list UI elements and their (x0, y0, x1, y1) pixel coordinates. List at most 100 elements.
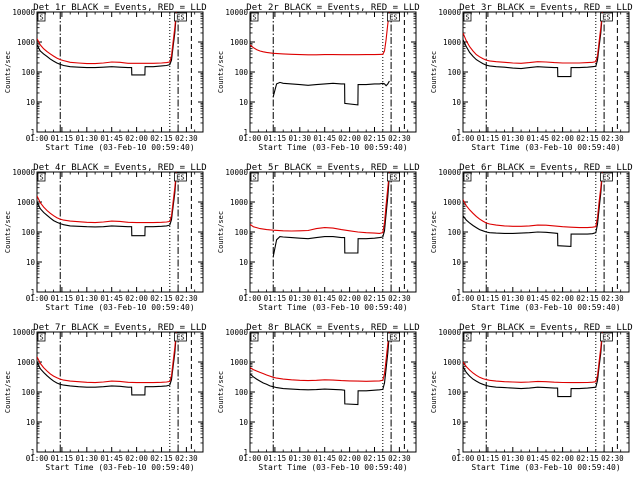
x-tick-label: 02:15 (150, 454, 173, 463)
series-line-lld (463, 332, 603, 384)
marker-es-label: ES (602, 334, 610, 342)
x-tick-label: 01:45 (526, 134, 549, 143)
marker-s-label: S (39, 334, 43, 342)
y-tick-label: 100 (21, 68, 35, 77)
chart-panel-6: Det 6r BLACK = Events, RED = LLD 1 10 100 10… (430, 163, 633, 312)
x-tick-label: 01:30 (289, 294, 312, 303)
y-tick-label: 1 (243, 288, 248, 297)
x-tick-label: 01:15 (264, 294, 287, 303)
chart-title: Det 1r BLACK = Events, RED = LLD (33, 3, 206, 13)
series-line-lld (250, 12, 390, 56)
x-tick-label: 02:15 (576, 294, 599, 303)
y-tick-label: 10 (452, 98, 462, 107)
x-tick-label: 02:00 (125, 294, 148, 303)
y-tick-label: 10000 (12, 168, 35, 177)
marker-es-box (387, 172, 400, 182)
chart-title: Det 2r BLACK = Events, RED = LLD (246, 3, 419, 13)
chart-title: Det 6r BLACK = Events, RED = LLD (459, 163, 632, 173)
x-tick-label: 01:45 (100, 454, 123, 463)
x-tick-label: 02:00 (338, 134, 361, 143)
marker-s-label: S (465, 334, 469, 342)
marker-s-box (250, 12, 259, 22)
series-line-lld (250, 172, 390, 234)
x-tick-label: 01:00 (452, 294, 475, 303)
y-tick-label: 10 (452, 258, 462, 267)
y-tick-label: 1 (456, 128, 461, 137)
y-tick-label: 10 (26, 258, 36, 267)
x-tick-label: 01:00 (239, 294, 262, 303)
series-line-events (463, 333, 603, 398)
marker-s-box (463, 332, 472, 342)
marker-s-label: S (39, 174, 43, 182)
y-tick-label: 1000 (443, 198, 462, 207)
series-line-lld (37, 172, 177, 224)
series-line-events (37, 173, 177, 237)
chart-panel-8: Det 8r BLACK = Events, RED = LLD 1 10 100 10… (217, 323, 420, 472)
x-tick-label: 01:15 (477, 294, 500, 303)
series-line-lld (37, 332, 177, 384)
chart-panel-1: Det 1r BLACK = Events, RED = LLD 1 10 100 10… (4, 3, 207, 152)
chart-panel-3: Det 3r BLACK = Events, RED = LLD 1 10 100 10… (430, 3, 633, 152)
marker-es-box (600, 172, 613, 182)
x-tick-label: 01:15 (477, 454, 500, 463)
marker-es-box (174, 172, 187, 182)
x-tick-label: 02:15 (150, 134, 173, 143)
chart-panel-7: Det 7r BLACK = Events, RED = LLD 1 10 100 10… (4, 323, 207, 472)
x-axis-title: Start Time (03-Feb-10 00:59:40) (45, 143, 194, 152)
y-tick-label: 10 (239, 98, 249, 107)
series-line-events (272, 80, 390, 106)
x-tick-label: 02:00 (551, 454, 574, 463)
y-tick-label: 1 (30, 128, 35, 137)
x-tick-label: 02:30 (388, 294, 411, 303)
marker-es-label: ES (389, 334, 397, 342)
x-tick-label: 01:30 (502, 294, 525, 303)
x-tick-label: 01:15 (51, 294, 74, 303)
x-axis-title: Start Time (03-Feb-10 00:59:40) (258, 463, 407, 472)
x-tick-label: 02:00 (338, 294, 361, 303)
y-tick-label: 10 (26, 418, 36, 427)
y-tick-label: 100 (447, 228, 461, 237)
y-tick-label: 1000 (443, 358, 462, 367)
x-tick-label: 01:45 (313, 294, 336, 303)
y-tick-label: 10000 (438, 328, 461, 337)
x-tick-label: 02:30 (175, 294, 198, 303)
x-tick-label: 02:30 (175, 134, 198, 143)
x-tick-label: 01:45 (100, 134, 123, 143)
x-axis-title: Start Time (03-Feb-10 00:59:40) (471, 303, 620, 312)
y-tick-label: 100 (234, 228, 248, 237)
marker-s-label: S (39, 14, 43, 22)
y-tick-label: 10000 (438, 8, 461, 17)
y-tick-label: 1000 (17, 358, 36, 367)
marker-es-box (387, 332, 400, 342)
x-tick-label: 02:00 (338, 454, 361, 463)
y-tick-label: 1000 (230, 38, 249, 47)
x-tick-label: 01:00 (26, 294, 49, 303)
x-axis-title: Start Time (03-Feb-10 00:59:40) (471, 143, 620, 152)
x-tick-label: 01:30 (76, 294, 99, 303)
chart-title: Det 9r BLACK = Events, RED = LLD (459, 323, 632, 333)
y-tick-label: 1000 (230, 358, 249, 367)
marker-s-label: S (252, 14, 256, 22)
y-tick-label: 1000 (443, 38, 462, 47)
x-tick-label: 01:00 (26, 454, 49, 463)
x-tick-label: 01:45 (526, 454, 549, 463)
x-tick-label: 01:00 (239, 134, 262, 143)
marker-s-box (37, 12, 46, 22)
x-axis-title: Start Time (03-Feb-10 00:59:40) (258, 303, 407, 312)
marker-s-box (37, 332, 46, 342)
x-tick-label: 01:15 (51, 454, 74, 463)
x-tick-label: 01:15 (51, 134, 74, 143)
x-tick-label: 02:30 (601, 134, 624, 143)
x-tick-label: 01:00 (452, 134, 475, 143)
x-tick-label: 01:45 (313, 134, 336, 143)
marker-s-label: S (252, 334, 256, 342)
y-axis-title: Counts/sec (4, 51, 12, 93)
y-tick-label: 1 (456, 448, 461, 457)
x-tick-label: 02:00 (125, 134, 148, 143)
y-axis-title: Counts/sec (430, 51, 438, 93)
y-axis-title: Counts/sec (217, 211, 225, 253)
y-tick-label: 1 (456, 288, 461, 297)
y-tick-label: 100 (21, 388, 35, 397)
x-tick-label: 02:30 (601, 454, 624, 463)
